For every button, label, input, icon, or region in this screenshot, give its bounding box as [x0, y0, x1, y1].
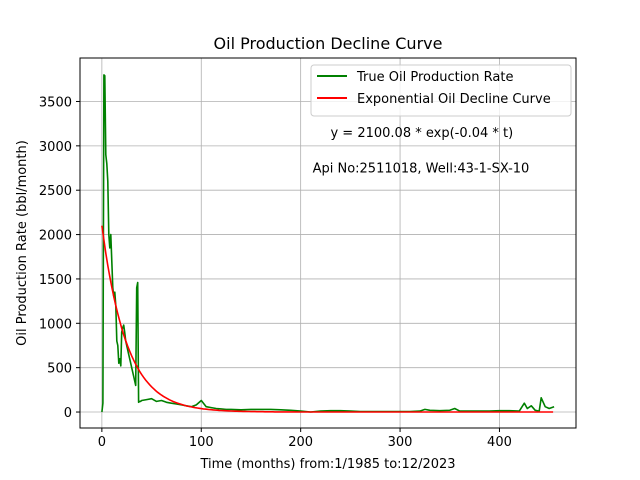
y-axis-label: Oil Production Rate (bbl/month)	[15, 140, 30, 346]
y-tick-label: 0	[64, 406, 72, 421]
equation-annotation: y = 2100.08 * exp(-0.04 * t)	[330, 126, 513, 141]
x-tick-label: 100	[189, 435, 214, 450]
x-axis-label: Time (months) from:1/1985 to:12/2023	[199, 457, 455, 472]
x-tick-label: 400	[487, 435, 512, 450]
legend-box	[310, 64, 572, 117]
plot-frame	[79, 57, 577, 429]
y-tick-label: 1500	[39, 273, 72, 288]
y-tick-label: 500	[47, 362, 72, 377]
y-tick-label: 2500	[39, 184, 72, 199]
legend-label-true-rate: True Oil Production Rate	[356, 70, 513, 85]
y-tick-label: 2000	[39, 229, 72, 244]
x-tick-label: 200	[288, 435, 313, 450]
grid	[80, 58, 576, 428]
x-tick-label: 0	[98, 435, 106, 450]
legend-label-decline-curve: Exponential Oil Decline Curve	[357, 92, 551, 107]
legend: True Oil Production Rate Exponential Oil…	[310, 64, 572, 117]
y-tick-label: 3000	[39, 140, 72, 155]
chart-title: Oil Production Decline Curve	[214, 34, 443, 53]
well-annotation: Api No:2511018, Well:43-1-SX-10	[313, 161, 530, 176]
ticks: 0 100 200 300 400 0 500 1000 1500 2000 2500 3000 350…	[39, 95, 512, 450]
y-tick-label: 3500	[39, 95, 72, 110]
x-tick-label: 300	[388, 435, 413, 450]
y-tick-label: 1000	[39, 317, 72, 332]
series-layer	[101, 74, 555, 413]
series-exponential-decline-line	[101, 225, 554, 413]
